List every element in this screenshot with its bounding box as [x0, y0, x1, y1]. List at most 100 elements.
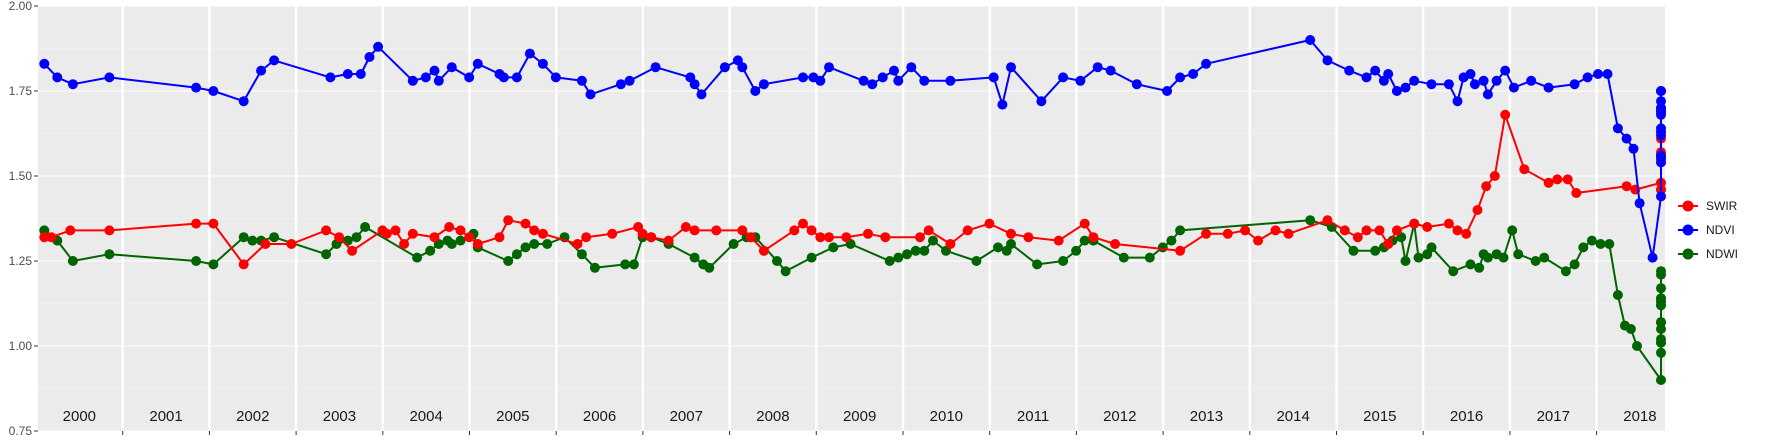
- series-ndvi: [39, 35, 1666, 263]
- data-point-ndwi: [1656, 324, 1666, 334]
- data-point-ndvi: [1006, 62, 1016, 73]
- data-point-ndwi: [628, 259, 639, 270]
- data-point-swir: [1452, 225, 1463, 236]
- data-point-swir: [1253, 235, 1264, 246]
- y-axis: 0.75 1.00 1.25 1.50 1.75 2.00: [9, 0, 38, 438]
- data-point-ndvi: [1162, 86, 1173, 96]
- data-point-ndvi: [256, 65, 267, 76]
- data-point-ndwi: [1513, 249, 1524, 260]
- data-point-ndvi: [524, 48, 535, 59]
- data-point-ndwi: [412, 252, 423, 263]
- year-label: 2011: [1017, 408, 1049, 425]
- data-point-ndwi: [529, 239, 540, 249]
- data-point-ndvi: [1469, 79, 1480, 90]
- data-point-swir: [1374, 225, 1385, 236]
- data-point-swir: [321, 225, 332, 236]
- data-point-ndwi: [1612, 290, 1623, 300]
- year-label: 2001: [149, 408, 182, 425]
- data-point-ndvi: [615, 79, 626, 90]
- data-point-ndwi: [928, 235, 938, 246]
- data-point-ndvi: [1409, 75, 1420, 86]
- data-point-ndwi: [728, 239, 739, 249]
- data-point-swir: [1391, 225, 1402, 236]
- data-point-swir: [494, 232, 505, 243]
- data-point-swir: [1383, 239, 1394, 249]
- year-label: 2007: [670, 408, 703, 425]
- data-point-swir: [444, 222, 455, 232]
- data-point-ndwi: [704, 262, 715, 273]
- data-point-swir: [1500, 109, 1511, 120]
- data-point-ndwi: [1482, 252, 1493, 263]
- data-point-swir: [1283, 228, 1294, 239]
- data-point-ndwi: [589, 262, 600, 273]
- data-point-ndvi: [1105, 65, 1116, 76]
- data-point-swir: [1270, 225, 1281, 236]
- data-point-ndvi: [624, 75, 635, 86]
- data-point-swir: [711, 225, 722, 236]
- legend-marker: [1682, 248, 1694, 260]
- data-point-swir: [745, 232, 756, 243]
- data-point-ndvi: [1188, 69, 1199, 79]
- data-point-swir: [1006, 228, 1016, 239]
- data-point-ndwi: [351, 232, 362, 243]
- data-point-swir: [286, 239, 297, 249]
- data-point-swir: [334, 232, 345, 243]
- year-label: 2008: [756, 408, 789, 425]
- data-point-ndwi: [191, 256, 202, 266]
- data-point-ndvi: [1647, 252, 1658, 263]
- data-point-ndvi: [208, 86, 219, 96]
- data-point-swir: [529, 225, 540, 236]
- data-point-ndwi: [780, 266, 791, 277]
- data-point-swir: [798, 218, 808, 229]
- data-point-ndvi: [52, 72, 63, 83]
- data-point-ndwi: [1569, 259, 1580, 270]
- data-point-ndwi: [1656, 347, 1666, 358]
- data-point-ndwi: [238, 232, 249, 243]
- data-point-ndvi: [498, 72, 509, 83]
- data-point-ndwi: [104, 249, 115, 260]
- data-point-ndvi: [650, 62, 661, 73]
- data-point-ndvi: [889, 65, 899, 76]
- data-point-swir: [663, 235, 674, 246]
- data-point-ndvi: [355, 69, 366, 79]
- data-point-ndvi: [798, 72, 808, 83]
- data-point-ndvi: [893, 75, 904, 86]
- data-point-ndvi: [1500, 65, 1511, 76]
- y-tick-label: 0.75: [9, 424, 33, 438]
- data-point-ndwi: [828, 242, 839, 253]
- data-point-ndvi: [1344, 65, 1355, 76]
- data-point-ndwi: [1166, 235, 1177, 246]
- data-point-swir: [1422, 222, 1433, 232]
- data-point-ndwi: [1144, 252, 1155, 263]
- data-point-ndvi: [696, 89, 707, 100]
- data-point-ndwi: [689, 252, 700, 263]
- data-point-swir: [260, 239, 271, 249]
- data-point-ndwi: [1530, 256, 1541, 266]
- data-point-ndwi: [576, 249, 587, 260]
- data-point-ndwi: [1400, 256, 1411, 266]
- data-point-ndwi: [208, 259, 219, 270]
- data-point-ndwi: [1370, 245, 1381, 256]
- legend-label: NDWI: [1706, 247, 1738, 261]
- data-point-swir: [815, 232, 826, 243]
- data-point-swir: [880, 232, 891, 243]
- data-point-ndvi: [433, 75, 444, 86]
- legend-label: NDVI: [1706, 223, 1735, 237]
- data-point-ndvi: [407, 75, 418, 86]
- data-point-swir: [65, 225, 76, 236]
- data-point-ndvi: [238, 96, 249, 107]
- data-point-swir: [1339, 225, 1350, 236]
- data-point-ndwi: [1656, 375, 1666, 385]
- data-point-ndwi: [321, 249, 332, 260]
- data-point-ndvi: [1634, 198, 1645, 209]
- data-point-swir: [238, 259, 249, 270]
- data-point-ndwi: [1560, 266, 1571, 277]
- data-point-swir: [104, 225, 115, 236]
- legend-label: SWIR: [1706, 199, 1738, 213]
- data-point-ndwi: [1656, 334, 1666, 345]
- data-point-ndvi: [1036, 96, 1047, 107]
- data-point-swir: [689, 225, 700, 236]
- data-point-ndwi: [342, 235, 353, 246]
- data-point-ndvi: [429, 65, 440, 76]
